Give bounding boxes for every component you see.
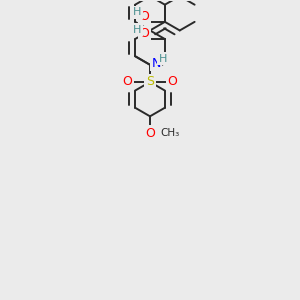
Text: H: H	[133, 8, 142, 17]
Text: H: H	[133, 25, 142, 34]
Text: O: O	[123, 76, 133, 88]
Text: O: O	[139, 27, 149, 40]
Text: CH₃: CH₃	[160, 128, 180, 139]
Text: O: O	[167, 76, 177, 88]
Text: O: O	[145, 127, 155, 140]
Text: N: N	[151, 57, 161, 70]
Text: O: O	[139, 10, 149, 23]
Text: S: S	[146, 76, 154, 88]
Text: H: H	[159, 54, 167, 64]
